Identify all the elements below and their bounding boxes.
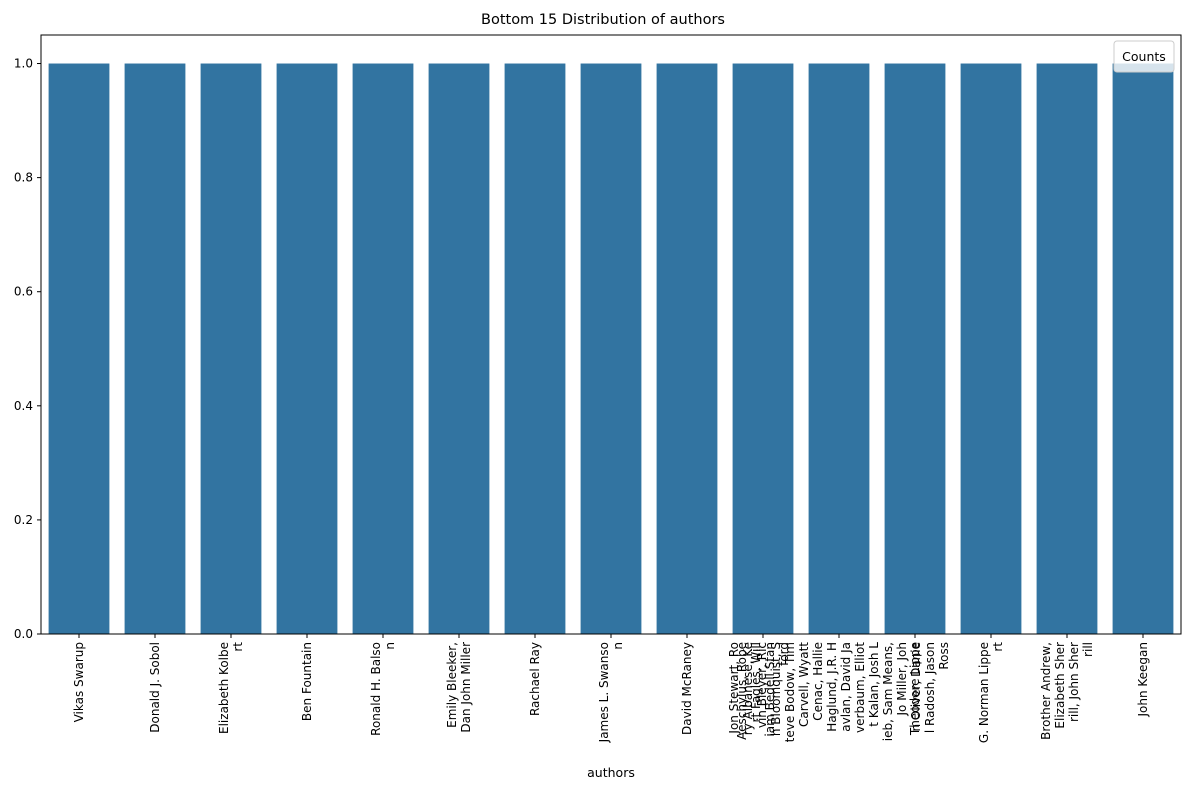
bar — [960, 63, 1022, 635]
x-tick-label-line: Elizabeth Sher — [1053, 642, 1067, 729]
x-tick-label-line: Cenac, Hallie — [811, 642, 825, 721]
legend-box — [1113, 40, 1175, 73]
y-tick-label: 0.8 — [14, 171, 33, 185]
y-axis: 0.0 0.2 0.4 0.6 0.8 1.0 — [14, 57, 41, 641]
x-tick-label-line: Jo Miller, Joh — [895, 642, 909, 716]
x-axis: Vikas Swarup Donald J. Sobol Elizabeth Kol… — [72, 634, 1150, 743]
y-tick-label: 0.0 — [14, 627, 33, 641]
bar — [580, 63, 642, 635]
x-tick-label-line: vin Bleyer, Ric — [755, 642, 769, 728]
legend: Counts — [1113, 40, 1175, 73]
x-tick-label-line: rt — [991, 642, 1005, 652]
bar — [1112, 63, 1174, 635]
x-tick-label-line: verbaum, Elliot — [853, 642, 867, 733]
bar — [884, 63, 946, 635]
x-tick-label-line: avlan, David Ja — [839, 642, 853, 732]
x-tick-label-line: Ben Fountain — [300, 642, 314, 721]
bar — [124, 63, 186, 635]
x-tick-label-line: James L. Swanso — [597, 642, 611, 743]
x-tick-label-line: l Radosh, Jason — [923, 642, 937, 733]
x-tick-label-line: Dan John Miller — [459, 642, 473, 733]
x-tick-label-line: teve Bodow, Tim — [783, 642, 797, 742]
x-tick-label-line: rt Fagles, Will — [749, 642, 763, 722]
x-tick-label-line: n Oliver, Danie — [909, 642, 923, 732]
y-tick-label: 0.2 — [14, 513, 33, 527]
x-tick-label-line: Theodore Lippe — [908, 642, 922, 736]
x-tick-label-line: ry Albanese, Ke — [741, 642, 755, 735]
bar — [504, 63, 566, 635]
x-tick-label-line: n — [611, 642, 625, 650]
legend-title: Counts — [1122, 49, 1166, 64]
x-tick-label-line: Vikas Swarup — [72, 642, 86, 722]
y-tick-label: 1.0 — [14, 57, 33, 71]
bar — [200, 63, 262, 635]
x-tick-label-line: Ross — [937, 642, 951, 670]
bar — [48, 63, 110, 635]
x-tick-label-line: ford — [777, 642, 791, 666]
bars-group — [48, 63, 1174, 635]
x-tick-label-line: h Bloomquist, S — [769, 642, 783, 736]
plot-frame — [40, 34, 1182, 635]
bar — [276, 63, 338, 635]
bar — [808, 63, 870, 635]
bar — [732, 63, 794, 635]
x-axis-label: authors — [587, 765, 635, 780]
bar — [1036, 63, 1098, 635]
chart-title: Bottom 15 Distribution of authors — [481, 12, 725, 28]
x-tick-label-line: David McRaney — [680, 642, 694, 735]
x-tick-label-line: Ronald H. Balso — [369, 642, 383, 736]
bar — [352, 63, 414, 635]
x-tick-label-line: ieb, Sam Means, — [881, 642, 895, 741]
y-tick-label: 0.4 — [14, 399, 33, 413]
x-tick-label-line: Carvell, Wyatt — [797, 642, 811, 727]
x-tick-label-line: Rachael Ray — [528, 642, 542, 716]
x-tick-label-line: rt — [231, 642, 245, 652]
x-tick-label-line: Brother Andrew, — [1039, 642, 1053, 740]
bar — [656, 63, 718, 635]
x-tick-label-line: rill, John Sher — [1067, 642, 1081, 722]
x-tick-label-line: Elizabeth Kolbe — [217, 642, 231, 734]
bar — [428, 63, 490, 635]
x-tick-label-line: G. Norman Lippe — [977, 642, 991, 743]
x-tick-label-line: t Kalan, Josh L — [867, 642, 881, 727]
x-tick-label-line: John Keegan — [1136, 642, 1150, 718]
x-tick-label-line: Donald J. Sobol — [148, 642, 162, 733]
x-tick-label-line: iam Bedell Stan — [763, 642, 777, 737]
x-tick-label-line: Emily Bleeker, — [445, 642, 459, 728]
x-tick-label-line: Jon Stewart, Ro — [727, 642, 741, 735]
x-tick-label-line: Haglund, J.R. H — [825, 642, 839, 732]
x-tick-label-line: rill — [1081, 642, 1095, 657]
x-tick-label-line: Aeschylus, Robe — [735, 642, 749, 740]
x-tick-label-line: n — [383, 642, 397, 650]
y-tick-label: 0.6 — [14, 285, 33, 299]
